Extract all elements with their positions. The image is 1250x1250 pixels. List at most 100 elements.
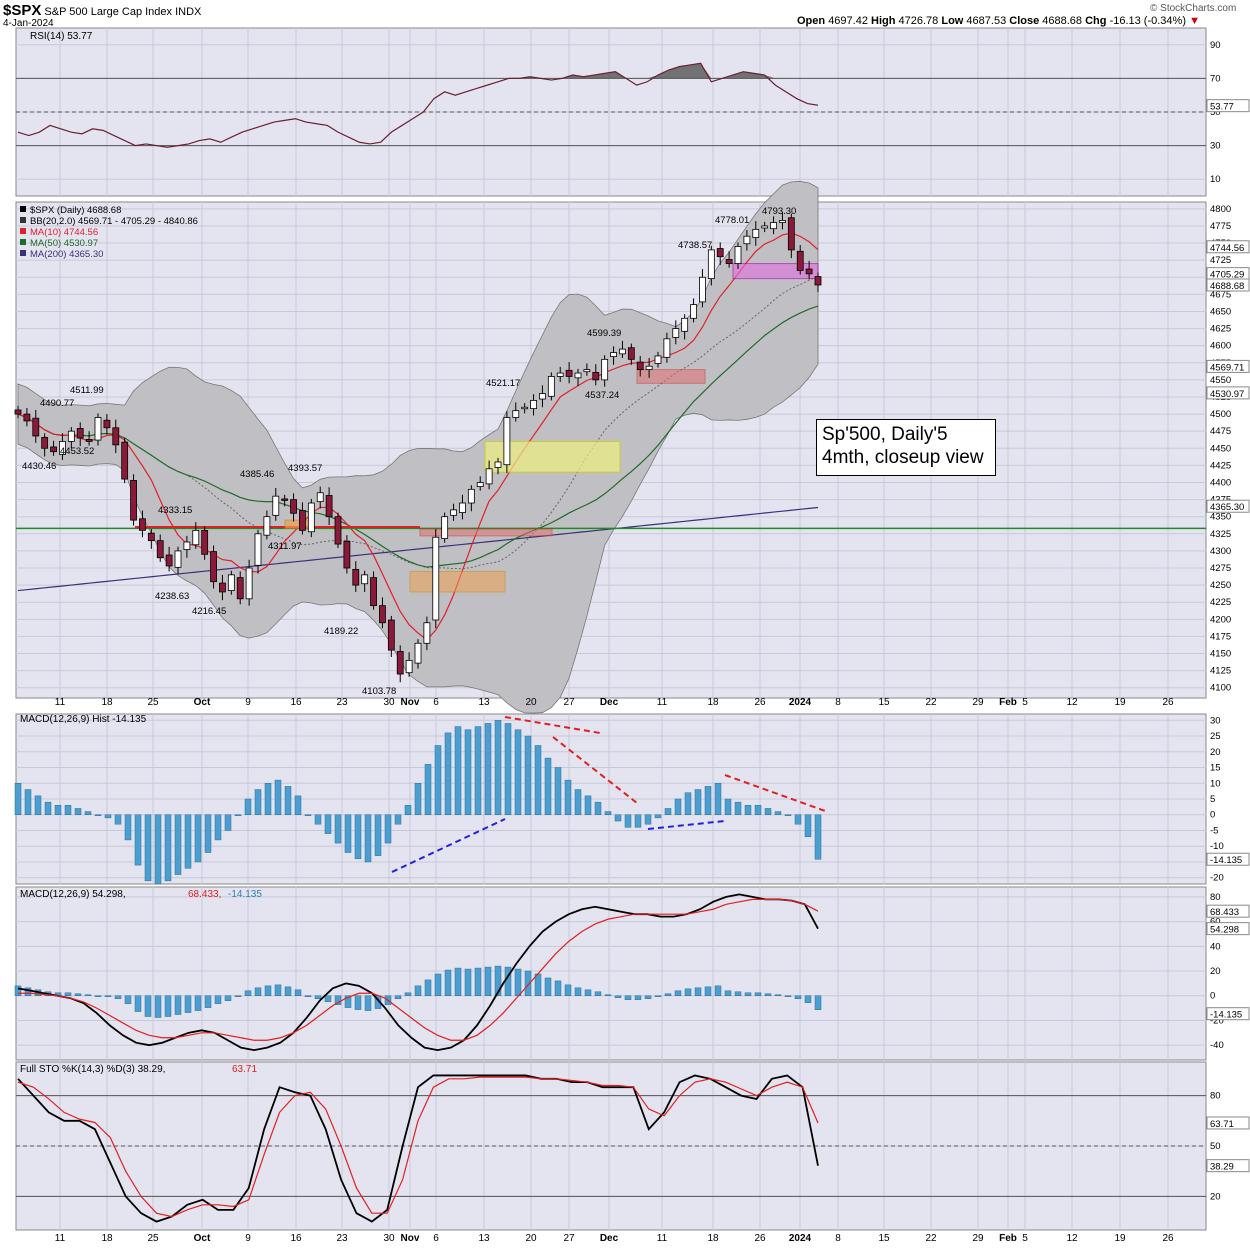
- hist-bar: [224, 814, 232, 831]
- sto-tag-d-box: [1206, 1116, 1250, 1130]
- hist-bar: [44, 801, 52, 815]
- x-axis-label: 18: [707, 1233, 719, 1244]
- low-label: Low: [941, 15, 964, 27]
- candle-body: [814, 276, 822, 286]
- price-annotation: 4103.78: [362, 686, 396, 697]
- price-tick: 4100: [1210, 683, 1231, 694]
- x-axis-label: 25: [147, 697, 159, 708]
- macd-hist-bar: [414, 985, 422, 996]
- price-legend: $SPX (Daily) 4688.68: [30, 205, 121, 216]
- candle-body: [450, 509, 457, 516]
- hist-bar: [794, 814, 802, 825]
- macd-hist-bar: [434, 973, 442, 996]
- x-axis-label: 18: [707, 697, 719, 708]
- divergence-line-bull: [391, 818, 506, 873]
- hist-bar: [614, 814, 622, 822]
- candle-body: [103, 419, 111, 429]
- hist-bar: [114, 814, 122, 825]
- hist-bar: [654, 814, 662, 819]
- hist-bar: [204, 814, 212, 853]
- down-arrow-icon: ▼: [1189, 15, 1200, 27]
- header-ticker-block: $SPX S&P 500 Large Cap Index INDX: [3, 2, 201, 19]
- hist-bar: [254, 789, 262, 815]
- macd-hist-bar: [574, 987, 582, 996]
- x-axis-label: 18: [101, 1233, 113, 1244]
- macd-hist-bar: [684, 988, 692, 996]
- x-axis-label: 13: [478, 1233, 490, 1244]
- hist-bar: [504, 723, 512, 815]
- chart-date: 4-Jan-2024: [3, 18, 54, 29]
- macd-hist-bar: [734, 991, 742, 996]
- x-axis-label: 26: [754, 1233, 766, 1244]
- hist-bar: [464, 729, 472, 815]
- candle-body: [787, 217, 795, 251]
- rsi-tick: 10: [1210, 174, 1221, 185]
- candle-body: [352, 568, 360, 586]
- price-tick: 4600: [1210, 341, 1231, 352]
- x-axis-label: 5: [1022, 1233, 1028, 1244]
- price-legend: MA(50) 4530.97: [30, 238, 98, 249]
- hist-bar: [74, 808, 82, 815]
- hist-tick: 30: [1210, 715, 1221, 726]
- macd-hist-bar: [594, 991, 602, 996]
- candle-body: [281, 498, 289, 501]
- hist-bar: [284, 786, 292, 815]
- price-tag: 4688.68: [1210, 281, 1244, 292]
- candle-body: [770, 222, 777, 230]
- candle-body: [156, 540, 164, 559]
- candle-body: [334, 516, 342, 545]
- x-axis-label: 5: [1022, 697, 1028, 708]
- price-tag: 4569.71: [1210, 362, 1244, 373]
- x-axis-label: 11: [657, 1233, 668, 1244]
- candle-body: [645, 365, 653, 371]
- price-annotation: 4453.52: [60, 446, 94, 457]
- gap-box-orange: [409, 570, 506, 593]
- macd-hist-bar: [424, 979, 432, 996]
- macd-hist-bar: [714, 985, 722, 996]
- x-axis-label: Feb: [999, 1233, 1017, 1244]
- price-annotation: 4511.99: [70, 385, 104, 396]
- high-label: High: [871, 15, 896, 27]
- hist-bar: [744, 805, 752, 815]
- candle-body: [139, 518, 146, 531]
- candle-body: [610, 352, 617, 358]
- rsi-tag-box: [1206, 99, 1250, 113]
- macd-hist-bar: [394, 995, 402, 999]
- price-legend: MA(200) 4365.30: [30, 249, 103, 260]
- divergence-line-bear: [504, 716, 601, 734]
- candle-body: [121, 441, 129, 480]
- macd-hist-bar: [134, 995, 142, 1012]
- price-tick: 4675: [1210, 289, 1231, 300]
- hist-bar: [24, 789, 32, 815]
- hist-bar: [134, 814, 142, 866]
- candle-body: [565, 369, 573, 377]
- gap-box-red-2: [636, 369, 706, 384]
- price-tick: 4550: [1210, 375, 1231, 386]
- macd-hist-bar: [404, 992, 412, 996]
- macd-hist-bar: [494, 965, 502, 996]
- sto-tag-d: 63.71: [1210, 1119, 1234, 1130]
- price-annotation: 4778.01: [715, 215, 749, 226]
- divergence-line-bear: [552, 736, 638, 804]
- price-tick: 4200: [1210, 614, 1231, 625]
- candle-body: [165, 554, 173, 567]
- macd-hist-bar: [244, 990, 252, 996]
- candle-body: [67, 430, 75, 442]
- x-axis-label: 26: [1162, 697, 1174, 708]
- x-axis-label: 23: [336, 697, 348, 708]
- x-axis-label: 15: [878, 697, 890, 708]
- candle-body: [192, 529, 200, 546]
- candle-body: [663, 338, 671, 358]
- hist-bar: [334, 814, 342, 844]
- candle-body: [476, 482, 484, 488]
- hist-bar: [704, 786, 712, 815]
- candle-body: [485, 468, 493, 485]
- hist-bar: [604, 811, 612, 815]
- price-tag: 4744.56: [1210, 243, 1244, 254]
- x-axis-label: 8: [835, 1233, 841, 1244]
- price-tag-box: [1206, 359, 1250, 373]
- hist-bar: [174, 814, 182, 875]
- hist-bar: [394, 814, 402, 825]
- low-value: 4687.53: [966, 15, 1007, 27]
- sto-tag-k: 38.29: [1210, 1162, 1234, 1173]
